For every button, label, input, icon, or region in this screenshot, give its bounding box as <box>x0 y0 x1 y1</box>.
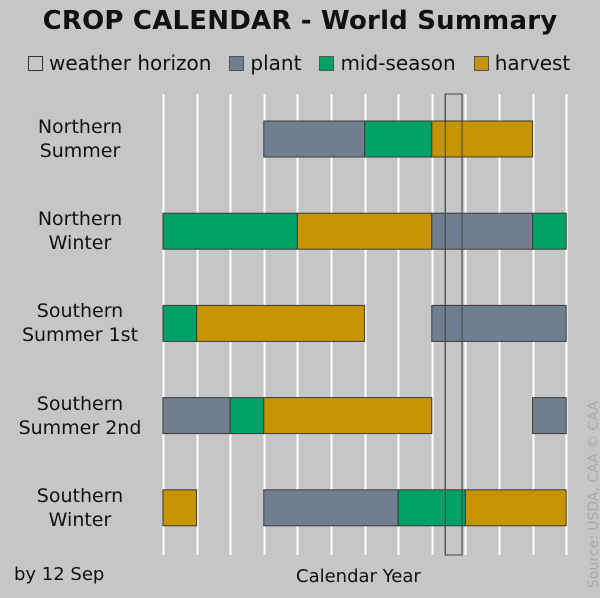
legend-swatch-harvest <box>473 55 489 71</box>
x-axis-label: Calendar Year <box>296 566 421 587</box>
legend-item-harvest: harvest <box>473 51 571 75</box>
bar-mid <box>162 304 198 342</box>
bar-harvest <box>296 212 433 250</box>
row-label-line1: Southern <box>36 393 124 415</box>
legend-item-weather-horizon: weather horizon <box>28 51 211 75</box>
row-label-line2: Summer <box>39 140 121 162</box>
weather-horizon-outline <box>444 93 463 556</box>
source-note: Source: USDA, CAA © CAA <box>586 401 600 588</box>
bar-plant <box>263 120 366 158</box>
row-label-line1: Southern <box>36 485 124 507</box>
bar-plant <box>263 489 399 527</box>
bar-mid <box>229 397 265 435</box>
bar-mid <box>162 212 298 250</box>
bar-plant <box>162 397 231 435</box>
row-label-line1: Southern <box>36 300 124 322</box>
bar-mid <box>364 120 433 158</box>
row-label-southern-summer-2nd: Southern Summer 2nd <box>0 392 160 440</box>
legend-item-plant: plant <box>229 51 301 75</box>
legend-swatch-mid-season <box>319 55 335 71</box>
legend-item-mid-season: mid-season <box>319 51 456 75</box>
row-label-southern-winter: Southern Winter <box>0 484 160 532</box>
legend-label-mid-season: mid-season <box>340 51 456 75</box>
chart-title: CROP CALENDAR - World Summary <box>42 6 558 36</box>
bar-harvest <box>263 397 433 435</box>
bar-plant <box>431 304 567 342</box>
legend-label-plant: plant <box>250 51 302 75</box>
row-label-northern-summer: Northern Summer <box>0 115 160 163</box>
legend-label-weather-horizon: weather horizon <box>49 51 212 75</box>
legend-label-harvest: harvest <box>494 51 571 75</box>
bar-mid <box>532 212 567 250</box>
row-label-line1: Northern <box>37 208 123 230</box>
row-label-line2: Winter <box>48 232 112 254</box>
row-label-northern-winter: Northern Winter <box>0 207 160 255</box>
bar-plant <box>431 212 534 250</box>
row-label-line1: Northern <box>37 116 123 138</box>
row-label-southern-summer-1st: Southern Summer 1st <box>0 299 160 347</box>
bar-harvest <box>162 489 198 527</box>
row-label-line2: Summer 1st <box>21 324 139 346</box>
bar-harvest <box>196 304 366 342</box>
date-note: by 12 Sep <box>14 564 105 585</box>
bar-harvest <box>464 489 567 527</box>
row-label-line2: Winter <box>48 509 112 531</box>
bar-mid <box>397 489 466 527</box>
legend: weather horizon plant mid-season harvest <box>28 51 571 75</box>
bar-harvest <box>431 120 534 158</box>
legend-swatch-plant <box>229 55 245 71</box>
legend-swatch-weather-horizon <box>28 55 43 71</box>
bar-plant <box>532 397 567 435</box>
row-label-line2: Summer 2nd <box>18 417 142 439</box>
